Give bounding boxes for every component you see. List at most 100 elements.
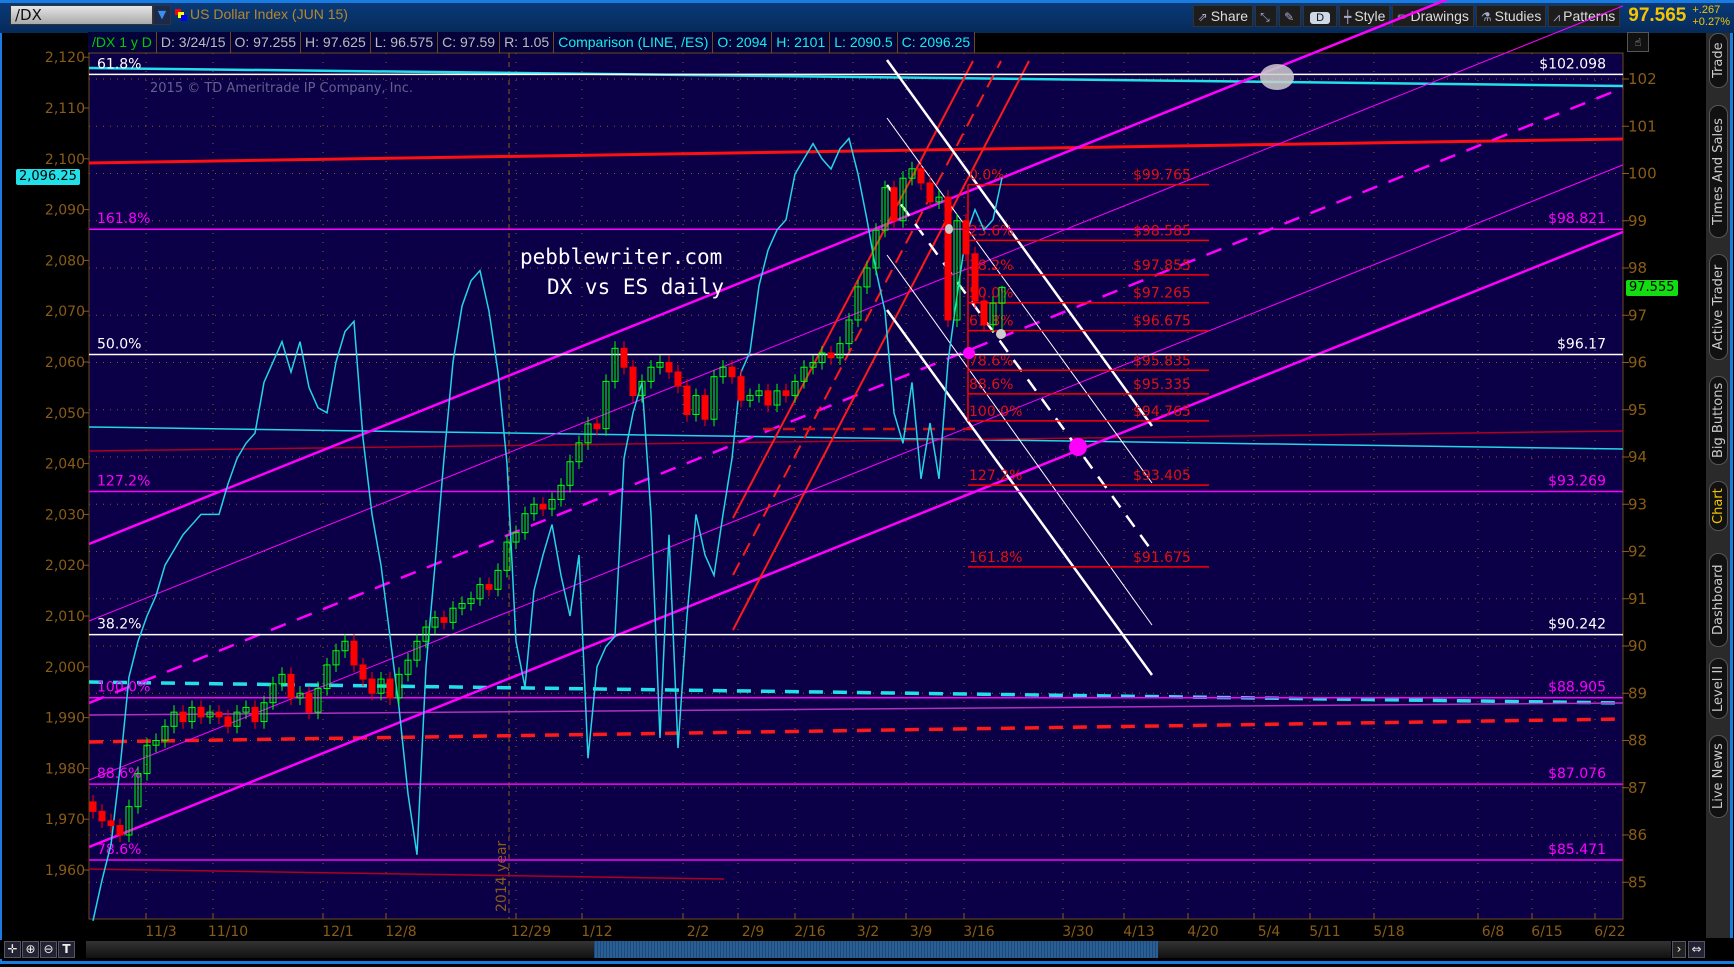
candle-up xyxy=(548,499,556,510)
x-axis-tick-label: 3/30 xyxy=(1062,924,1093,940)
retracement-pct-label: 78.6% xyxy=(97,842,141,858)
style-button[interactable]: ┿ Style xyxy=(1339,5,1391,27)
scrollbar-thumb[interactable] xyxy=(594,941,1158,958)
sidebar-tab-dashboard[interactable]: Dashboard xyxy=(1709,553,1728,647)
link-color-icon[interactable] xyxy=(175,9,187,21)
left-axis-tick-label: 2,040 xyxy=(45,457,85,473)
candle-up xyxy=(872,229,880,269)
zoom-out-icon[interactable]: ⊖ xyxy=(40,941,57,958)
candle-up xyxy=(710,376,718,420)
candle-down xyxy=(593,423,601,430)
bar-date: D: 3/24/15 xyxy=(157,32,231,53)
x-axis-tick-label: 2/16 xyxy=(794,924,826,940)
symbol-input[interactable]: /DX xyxy=(10,5,153,25)
candle-down xyxy=(980,300,988,326)
sidebar-tab-chart[interactable]: Chart xyxy=(1709,481,1728,531)
candle-up xyxy=(314,688,322,713)
plot-area xyxy=(88,52,1624,920)
period-label: D xyxy=(1310,12,1331,24)
settings-button[interactable]: ✎ xyxy=(1279,5,1302,27)
candle-down xyxy=(620,347,628,368)
studies-button[interactable]: ⚗ Studies xyxy=(1475,5,1547,27)
patterns-button[interactable]: ⩘ Patterns xyxy=(1548,5,1621,27)
symbol-dropdown-button[interactable]: ▼ xyxy=(153,5,171,25)
candle-up xyxy=(296,692,304,699)
left-axis-tick-label: 2,090 xyxy=(45,203,85,219)
candle-down xyxy=(827,352,835,359)
expand-icon[interactable]: ⇔ xyxy=(1688,941,1705,958)
candle-up xyxy=(449,607,457,623)
candle-up xyxy=(953,220,961,321)
fib-price-label: $96.675 xyxy=(1133,314,1191,330)
candle-down xyxy=(440,617,448,623)
candle-down xyxy=(107,820,115,827)
candle-down xyxy=(926,182,934,203)
drawing-tools-button[interactable]: ⤡ xyxy=(1255,5,1278,27)
candle-up xyxy=(845,319,853,345)
x-axis-tick-label: 5/11 xyxy=(1309,924,1340,940)
right-axis-tick-label: 97 xyxy=(1628,306,1647,324)
candle-up xyxy=(152,740,160,746)
right-axis-tick-label: 90 xyxy=(1628,637,1647,655)
study-label[interactable]: /DX 1 y D xyxy=(88,32,157,53)
comparison-label[interactable]: Comparison (LINE, /ES) xyxy=(554,32,714,53)
sidebar-tab-active-trader[interactable]: Active Trader xyxy=(1709,254,1728,360)
white-trendline xyxy=(886,254,1153,626)
x-axis-tick-label: 1/12 xyxy=(581,924,612,940)
candle-down xyxy=(386,678,394,699)
candle-up xyxy=(647,366,655,382)
x-axis-tick-label: 11/3 xyxy=(145,924,176,940)
crosshair-icon[interactable]: ✛ xyxy=(4,941,21,958)
fib-pct-label: 88.6% xyxy=(969,377,1013,393)
text-tool-icon[interactable]: T xyxy=(58,941,75,958)
x-axis-tick-label: 3/16 xyxy=(963,924,995,940)
retracement-price-label: $88.905 xyxy=(1548,680,1606,696)
studies-label: Studies xyxy=(1494,8,1542,24)
left-axis-tick-label: 1,990 xyxy=(45,711,85,727)
left-axis-tick-label: 1,960 xyxy=(45,863,85,879)
zoom-in-icon[interactable]: ⊕ xyxy=(22,941,39,958)
candle-down xyxy=(962,220,970,255)
left-axis-tick-label: 2,000 xyxy=(45,660,85,676)
left-axis-tick-label: 2,070 xyxy=(45,304,85,320)
candle-up xyxy=(260,702,268,723)
candle-down xyxy=(98,810,106,822)
sidebar-tab-level-ii[interactable]: Level II xyxy=(1709,658,1728,719)
bar-open: O: 97.255 xyxy=(231,32,302,53)
sidebar-tab-times-and-sales[interactable]: Times And Sales xyxy=(1709,105,1728,238)
fib-price-label: $95.335 xyxy=(1133,377,1191,393)
pattern-icon: ⩘ xyxy=(1553,10,1561,24)
candle-up xyxy=(422,626,430,642)
candle-up xyxy=(125,806,133,836)
sidebar-tab-live-news[interactable]: Live News xyxy=(1709,735,1728,818)
left-axis-tick-label: 2,010 xyxy=(45,609,85,625)
candle-down xyxy=(737,376,745,401)
x-axis-tick-label: 12/29 xyxy=(511,924,551,940)
left-axis-tick-label: 2,110 xyxy=(45,101,85,117)
right-axis-tick-label: 95 xyxy=(1628,401,1647,419)
left-axis-tick-label: 1,970 xyxy=(45,812,85,828)
left-axis-tick-label: 1,980 xyxy=(45,761,85,777)
candle-up xyxy=(395,673,403,699)
candle-down xyxy=(890,187,898,222)
period-button[interactable]: D xyxy=(1303,5,1338,27)
sidebar-tab-big-buttons[interactable]: Big Buttons xyxy=(1709,376,1728,465)
left-axis-tick-label: 2,100 xyxy=(45,152,85,168)
share-button[interactable]: ⇗ Share xyxy=(1192,5,1254,27)
retracement-pct-label: 100.0% xyxy=(97,680,150,696)
x-axis-tick-label: 6/8 xyxy=(1482,924,1505,940)
sidebar-tab-trade[interactable]: Trade xyxy=(1709,33,1728,88)
fib-price-label: $97.265 xyxy=(1133,286,1191,302)
right-axis-tick-label: 99 xyxy=(1628,212,1647,230)
scroll-right-icon[interactable]: › xyxy=(1672,941,1686,958)
candle-down xyxy=(224,716,232,727)
x-axis-tick-label: 6/15 xyxy=(1531,924,1562,940)
annotation-text: DX vs ES daily xyxy=(547,275,724,299)
watermark-text: 2015 © TD Ameritrade IP Company, Inc. xyxy=(150,81,413,96)
left-axis-tick-label: 2,060 xyxy=(45,355,85,371)
comparison-high: H: 2101 xyxy=(772,32,831,53)
magenta-channel-line xyxy=(88,164,1624,781)
chart-settings-button[interactable]: ☝ xyxy=(1627,32,1649,52)
candle-up xyxy=(161,725,169,742)
